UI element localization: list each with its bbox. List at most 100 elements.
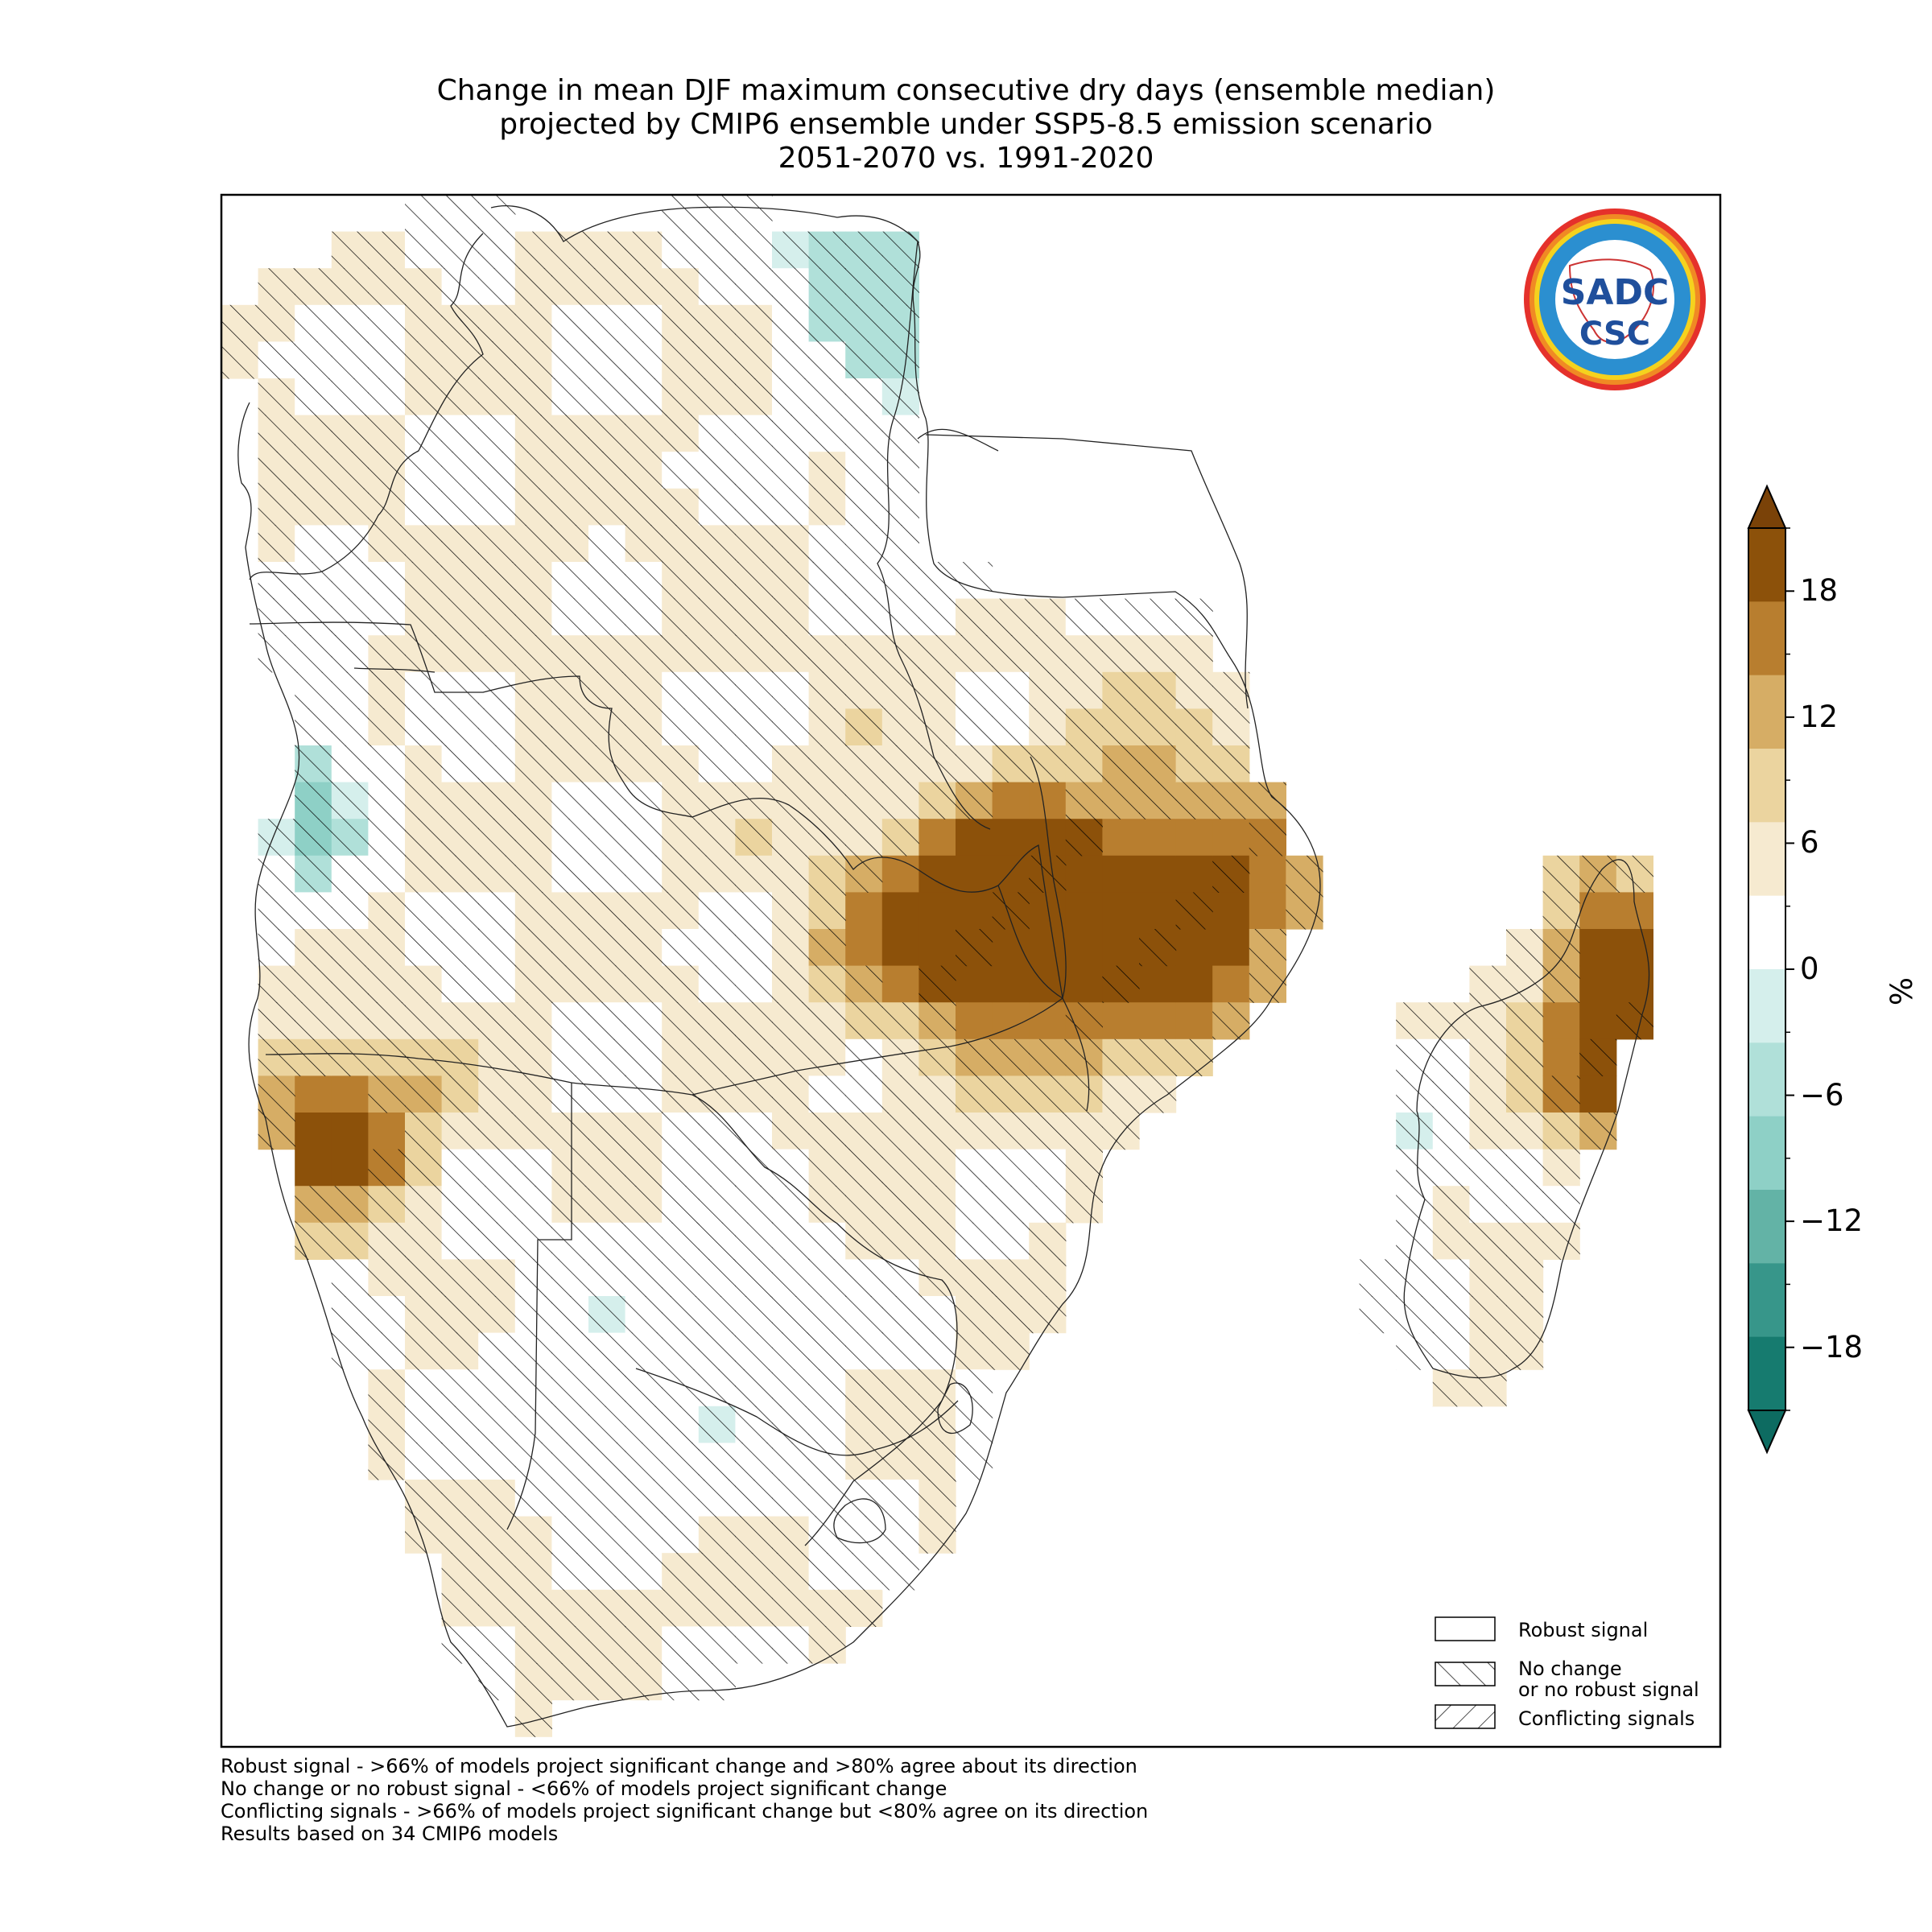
no-change-hatch-cell [441,1443,479,1480]
no-change-hatch-cell [1432,1296,1470,1334]
no-change-hatch-cell [368,819,406,857]
map-cell [1139,892,1177,930]
no-change-hatch-cell [258,1113,295,1150]
no-change-hatch-cell [368,378,406,416]
no-change-hatch-cell [956,708,993,746]
no-change-hatch-cell [625,1589,663,1627]
logo-map-icon [1568,258,1654,343]
no-change-hatch-cell [258,304,295,342]
no-change-hatch-cell [368,855,406,893]
no-change-hatch-cell [1065,782,1103,819]
no-change-hatch-cell [588,1663,626,1701]
no-change-hatch-cell [956,1369,993,1407]
title-line-3: 2051-2070 vs. 1991-2020 [778,142,1154,175]
no-change-hatch-cell [514,1626,552,1664]
map-cell [956,855,993,893]
no-change-hatch-cell [478,635,516,673]
no-change-hatch-cell [662,195,700,233]
map-cell [1065,965,1103,1003]
no-change-hatch-cell [698,1002,736,1040]
no-change-hatch-cell [956,1149,993,1187]
no-change-hatch-cell [1175,745,1213,783]
no-change-hatch-cell [735,1038,773,1076]
map-cell [992,819,1030,857]
no-change-hatch-cell [881,1406,919,1443]
no-change-hatch-cell [258,525,295,563]
map-cell [1616,929,1653,967]
no-change-hatch-cell [808,1222,846,1260]
no-change-hatch-cell [625,341,663,379]
logo-text-sub: CSC [1579,316,1650,353]
no-change-hatch-cell [772,304,810,342]
no-change-hatch-cell [295,562,332,600]
no-change-hatch-cell [588,1113,626,1150]
colorbar-segment [1748,675,1785,749]
no-change-hatch-cell [625,1113,663,1150]
no-change-hatch-cell [956,929,993,967]
no-change-hatch-cell [441,819,479,857]
no-change-hatch-cell [514,488,552,526]
map-cell [1212,965,1250,1003]
no-change-hatch-cell [368,1149,406,1187]
no-change-hatch-cell [514,929,552,967]
no-change-hatch-cell [258,819,295,857]
no-change-hatch-cell [441,1516,479,1554]
no-change-hatch-cell [478,378,516,416]
no-change-hatch-cell [919,1369,956,1407]
no-change-hatch-cell [1396,1296,1434,1334]
no-change-hatch-cell [551,1002,589,1040]
no-change-hatch-cell [698,452,736,489]
no-change-hatch-cell [772,1443,810,1480]
no-change-hatch-cell [258,268,295,306]
no-change-hatch-cell [735,1516,773,1554]
border-namibia-botswana [506,1083,572,1530]
no-change-hatch-cell [808,1038,846,1076]
map-cell [368,1113,406,1150]
no-change-hatch-cell [258,562,295,600]
no-change-hatch-cell [441,1222,479,1260]
no-change-hatch-cell [662,1222,700,1260]
no-change-hatch-cell [772,525,810,563]
no-change-hatch-cell [1506,929,1544,967]
no-change-hatch-cell [735,1589,773,1627]
no-change-hatch-cell [331,598,369,636]
no-change-hatch-cell [551,635,589,673]
no-change-hatch-cell [735,1406,773,1443]
no-change-hatch-cell [1139,745,1177,783]
no-change-hatch-cell [772,819,810,857]
no-change-hatch-cell [1065,1002,1103,1040]
no-change-hatch-cell [368,1406,406,1443]
no-change-hatch-cell [588,231,626,269]
no-change-hatch-cell [258,892,295,930]
no-change-hatch-cell [662,1553,700,1591]
map-cell [1212,892,1250,930]
no-change-hatch-cell [992,1296,1030,1334]
no-change-hatch-cell [808,562,846,600]
no-change-hatch-cell [478,1222,516,1260]
no-change-hatch-cell [698,341,736,379]
no-change-hatch-cell [1029,598,1067,636]
no-change-hatch-cell [772,488,810,526]
no-change-hatch-cell [735,892,773,930]
no-change-hatch-cell [588,1296,626,1334]
no-change-hatch-cell [662,745,700,783]
no-change-hatch-cell [1175,1038,1213,1076]
no-change-hatch-cell [1139,671,1177,709]
map-cell [331,1149,369,1187]
no-change-hatch-cell [1506,1075,1544,1113]
no-change-hatch-cell [295,892,332,930]
no-change-hatch-cell [295,268,332,306]
no-change-hatch-cell [478,819,516,857]
border-lesotho [833,1498,886,1544]
no-change-hatch-cell [698,415,736,452]
no-change-hatch-cell [368,562,406,600]
no-change-hatch-cell [992,635,1030,673]
no-change-hatch-cell [588,1406,626,1443]
no-change-hatch-cell [368,1002,406,1040]
no-change-hatch-cell [881,1149,919,1187]
no-change-hatch-cell [1469,965,1507,1003]
no-change-hatch-cell [1029,635,1067,673]
no-change-hatch-cell [625,525,663,563]
map-cell [1139,855,1177,893]
